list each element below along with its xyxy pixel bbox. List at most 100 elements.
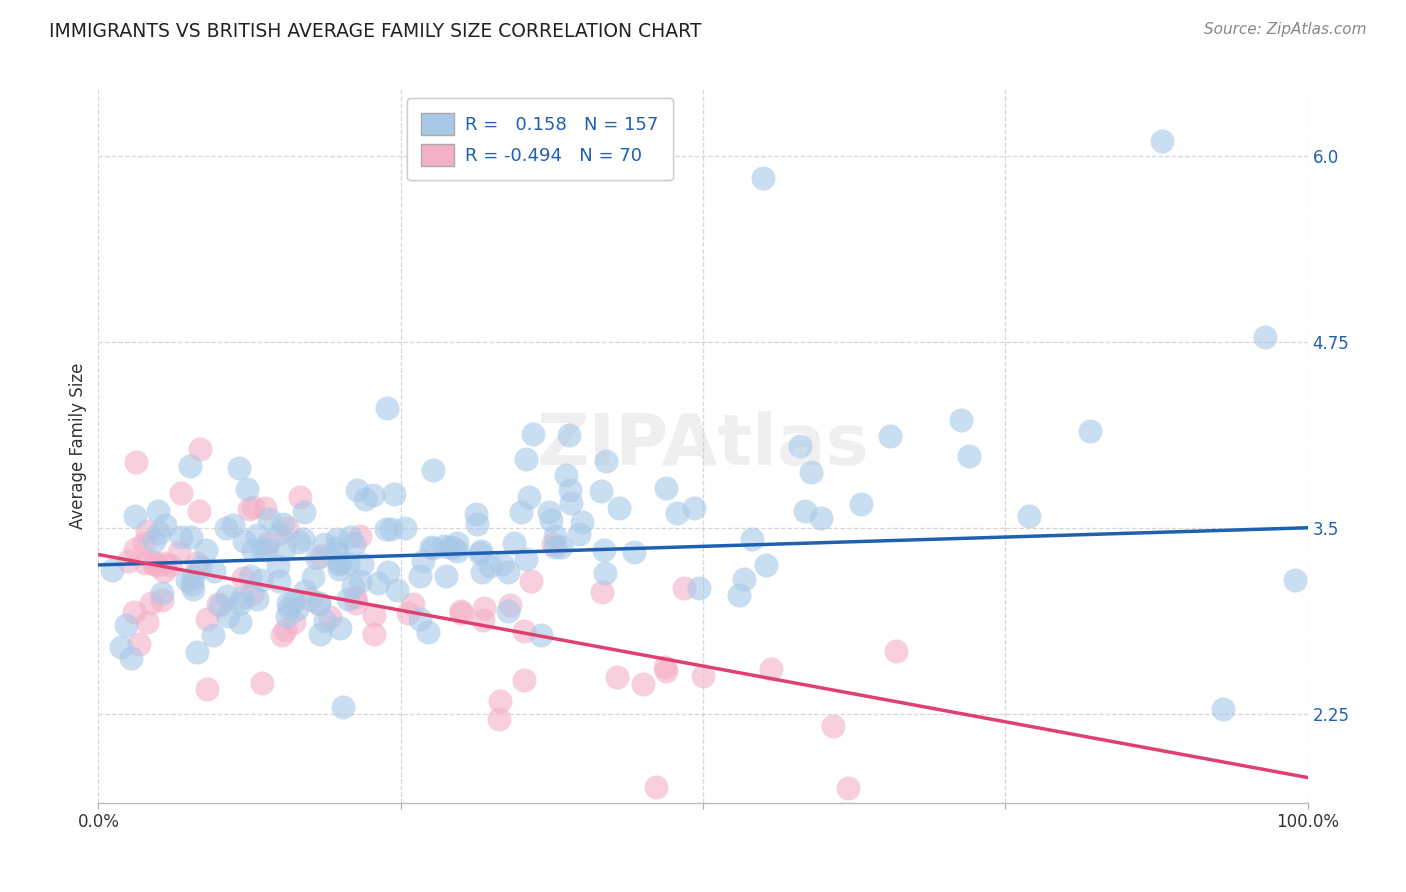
- Point: [349, 529, 371, 543]
- Point: [311, 549, 333, 563]
- Point: [741, 532, 763, 546]
- Point: [285, 602, 308, 616]
- Point: [363, 488, 385, 502]
- Point: [592, 543, 614, 558]
- Point: [136, 615, 159, 629]
- Point: [308, 597, 330, 611]
- Point: [446, 536, 468, 550]
- Point: [181, 570, 204, 584]
- Point: [377, 401, 399, 415]
- Point: [515, 451, 537, 466]
- Point: [810, 511, 832, 525]
- Point: [450, 606, 472, 620]
- Point: [240, 587, 263, 601]
- Point: [273, 542, 295, 557]
- Point: [884, 644, 907, 658]
- Point: [238, 502, 260, 516]
- Point: [349, 574, 371, 589]
- Point: [491, 557, 513, 571]
- Point: [236, 483, 259, 497]
- Point: [307, 550, 329, 565]
- Point: [408, 569, 430, 583]
- Point: [124, 509, 146, 524]
- Point: [471, 565, 494, 579]
- Point: [250, 675, 273, 690]
- Point: [631, 677, 654, 691]
- Point: [148, 525, 170, 540]
- Point: [186, 556, 208, 570]
- Point: [250, 573, 273, 587]
- Point: [544, 529, 567, 543]
- Point: [416, 625, 439, 640]
- Text: ZIPAtlas: ZIPAtlas: [537, 411, 869, 481]
- Point: [277, 596, 299, 610]
- Point: [195, 612, 218, 626]
- Point: [332, 700, 354, 714]
- Point: [217, 609, 239, 624]
- Point: [336, 592, 359, 607]
- Point: [188, 442, 211, 457]
- Point: [688, 582, 710, 596]
- Point: [382, 487, 405, 501]
- Point: [540, 513, 562, 527]
- Point: [143, 557, 166, 571]
- Point: [488, 712, 510, 726]
- Point: [560, 496, 582, 510]
- Point: [350, 557, 373, 571]
- Point: [1152, 134, 1174, 148]
- Point: [343, 590, 366, 604]
- Point: [122, 605, 145, 619]
- Point: [291, 533, 314, 547]
- Point: [288, 490, 311, 504]
- Point: [849, 497, 872, 511]
- Point: [134, 536, 156, 550]
- Point: [489, 694, 512, 708]
- Point: [232, 571, 254, 585]
- Point: [471, 613, 494, 627]
- Point: [606, 670, 628, 684]
- Point: [276, 609, 298, 624]
- Point: [666, 506, 689, 520]
- Point: [496, 604, 519, 618]
- Point: [215, 520, 238, 534]
- Point: [354, 492, 377, 507]
- Point: [558, 428, 581, 442]
- Point: [422, 463, 444, 477]
- Point: [401, 597, 423, 611]
- Point: [153, 556, 176, 570]
- Point: [394, 521, 416, 535]
- Point: [1078, 424, 1101, 438]
- Point: [515, 551, 537, 566]
- Point: [246, 528, 269, 542]
- Point: [299, 592, 322, 607]
- Point: [396, 606, 419, 620]
- Point: [179, 459, 201, 474]
- Point: [146, 558, 169, 572]
- Point: [167, 545, 190, 559]
- Point: [446, 544, 468, 558]
- Point: [363, 627, 385, 641]
- Point: [512, 624, 534, 639]
- Point: [683, 501, 706, 516]
- Point: [433, 539, 456, 553]
- Point: [755, 558, 778, 572]
- Point: [150, 586, 173, 600]
- Point: [136, 524, 159, 538]
- Point: [288, 535, 311, 549]
- Point: [278, 601, 301, 615]
- Text: Source: ZipAtlas.com: Source: ZipAtlas.com: [1204, 22, 1367, 37]
- Point: [229, 615, 252, 630]
- Point: [326, 532, 349, 546]
- Point: [380, 522, 402, 536]
- Point: [228, 461, 250, 475]
- Point: [176, 573, 198, 587]
- Point: [474, 600, 496, 615]
- Point: [328, 556, 350, 570]
- Point: [274, 623, 297, 637]
- Point: [499, 598, 522, 612]
- Point: [1284, 573, 1306, 587]
- Point: [142, 555, 165, 569]
- Point: [254, 500, 277, 515]
- Point: [246, 591, 269, 606]
- Point: [517, 491, 540, 505]
